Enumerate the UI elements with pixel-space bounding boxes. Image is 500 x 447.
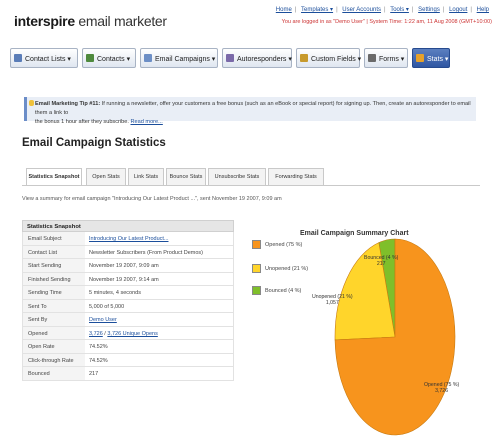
legend-swatch [252,240,261,249]
link-tools[interactable]: Tools ▾ [390,7,409,13]
statistics-snapshot-heading: Statistics Snapshot [22,220,234,232]
nav-autoresponders[interactable]: Autoresponders ▾ [222,48,292,68]
table-row: Email Subject Introducing Our Latest Prod… [22,232,234,246]
legend-swatch [252,286,261,295]
tab-divider [22,185,480,186]
pie-slice-opened [334,238,456,436]
tip-box: Email Marketing Tip #11: If running a ne… [24,97,476,125]
tab-statistics-snapshot[interactable]: Statistics Snapshot [26,168,82,186]
table-row: Bounced 217 [22,367,234,382]
table-row: Click-through Rate 74.52% [22,353,234,368]
login-status: You are logged in as "Demo User" | Syste… [281,19,492,25]
tab-unsubscribe-stats[interactable]: Unsubscribe Stats [208,168,266,185]
tab-link-stats[interactable]: Link Stats [128,168,164,185]
stats-icon [416,54,424,62]
chart-title: Email Campaign Summary Chart [300,230,409,237]
row-label: Finished Sending [23,272,85,286]
row-value: 217 [89,371,99,378]
table-row: Sending Time 5 minutes, 4 seconds [22,286,234,300]
page-title: Email Campaign Statistics [22,137,166,149]
campaign-summary-text: View a summary for email campaign "Intro… [22,196,282,202]
pie-slice-unopened [334,242,396,341]
pie-label-bounced: Bounced (4 %) 217 [364,255,399,267]
tip-text: If running a newsletter, offer your cust… [35,101,471,116]
contact-lists-icon [14,54,22,62]
nav-stats[interactable]: Stats ▾ [412,48,450,68]
table-row: Open Rate 74.52% [22,340,234,354]
tip-heading: Email Marketing Tip #11: [35,101,101,107]
link-home[interactable]: Home [275,7,292,13]
row-label: Sending Time [23,286,85,299]
lightbulb-icon [29,100,34,106]
statistics-snapshot-table: Statistics Snapshot Email Subject Introdu… [22,220,234,382]
tip-text-2: the bonus 1 hour after they subscribe. [35,119,129,125]
row-label: Sent By [23,313,85,326]
row-label: Contact List [23,245,85,259]
link-settings[interactable]: Settings [418,7,440,13]
header: interspire email marketer Home | Template… [0,0,500,44]
legend-label: Bounced (4 %) [265,288,302,294]
row-label: Click-through Rate [23,353,85,367]
nav-forms[interactable]: Forms ▾ [364,48,408,68]
autoresponders-icon [226,54,234,62]
row-label: Sent To [23,299,85,313]
table-row: Contact List Newsletter Subscribers (From… [22,245,234,260]
row-label: Email Subject [23,232,85,245]
link-user-accounts[interactable]: User Accounts [342,7,381,13]
contacts-icon [86,54,94,62]
row-value: November 19 2007, 9:14 am [89,276,159,283]
row-label: Open Rate [23,340,85,353]
row-label: Opened [23,326,85,340]
nav-email-campaigns[interactable]: Email Campaigns ▾ [140,48,218,68]
row-label: Bounced [23,367,85,381]
pie-label-opened: Opened (75 %) 3,726 [424,382,460,394]
tab-forwarding-stats[interactable]: Forwarding Stats [268,168,324,185]
table-row: Opened 3,726 / 3,726 Unique Opens [22,326,234,341]
row-value: 74.52% [89,357,108,364]
tip-read-more-link[interactable]: Read more... [130,119,163,125]
nav-custom-fields[interactable]: Custom Fields ▾ [296,48,361,68]
top-links: Home | Templates ▾ | User Accounts | Tools … [275,7,489,13]
row-value: Newsletter Subscribers (From Product Dem… [89,249,204,256]
nav-contacts[interactable]: Contacts ▾ [82,48,136,68]
opened-separator: / [102,330,108,337]
link-help[interactable]: Help [476,7,489,13]
table-row: Sent By Demo User [22,313,234,327]
row-label: Start Sending [23,259,85,272]
table-row: Start Sending November 19 2007, 9:09 am [22,259,234,273]
row-value: November 19 2007, 9:09 am [89,263,159,270]
tab-bounce-stats[interactable]: Bounce Stats [166,168,206,185]
main-nav: Contact Lists ▾ Contacts ▾ Email Campaig… [10,46,490,70]
nav-contact-lists[interactable]: Contact Lists ▾ [10,48,78,68]
opened-count-link[interactable]: 3,726 [89,330,103,337]
email-subject-link[interactable]: Introducing Our Latest Product... [89,236,169,242]
forms-icon [368,54,376,62]
row-value: 5,000 of 5,000 [89,303,125,310]
unique-opens-link[interactable]: 3,726 Unique Opens [107,330,158,337]
table-row: Sent To 5,000 of 5,000 [22,299,234,314]
pie-label-unopened: Unopened (21 %) 1,057 [312,294,353,306]
table-row: Finished Sending November 19 2007, 9:14 a… [22,272,234,287]
row-value: 3,726 / 3,726 Unique Opens [89,331,158,337]
tab-open-stats[interactable]: Open Stats [86,168,126,185]
sent-by-link[interactable]: Demo User [89,317,117,324]
legend-label: Unopened (21 %) [265,266,309,272]
custom-fields-icon [300,54,308,62]
link-templates[interactable]: Templates ▾ [301,7,334,13]
app-logo: interspire email marketer [14,13,167,29]
link-logout[interactable]: Logout [449,7,468,13]
email-campaigns-icon [144,54,152,62]
legend-swatch [252,264,261,273]
legend-label: Opened (75 %) [265,242,303,248]
row-value: 74.52% [89,344,108,351]
row-value: 5 minutes, 4 seconds [89,290,141,297]
